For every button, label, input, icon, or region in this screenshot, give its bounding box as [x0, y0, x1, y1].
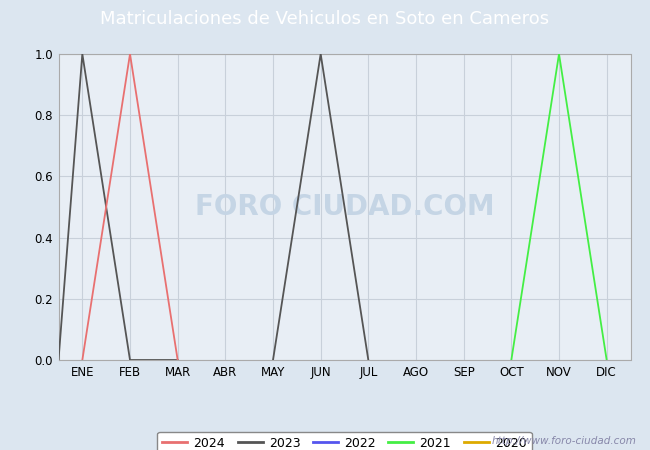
Text: Matriculaciones de Vehiculos en Soto en Cameros: Matriculaciones de Vehiculos en Soto en … [101, 10, 549, 28]
Text: http://www.foro-ciudad.com: http://www.foro-ciudad.com [492, 436, 637, 446]
Legend: 2024, 2023, 2022, 2021, 2020: 2024, 2023, 2022, 2021, 2020 [157, 432, 532, 450]
Text: FORO CIUDAD.COM: FORO CIUDAD.COM [195, 193, 494, 221]
